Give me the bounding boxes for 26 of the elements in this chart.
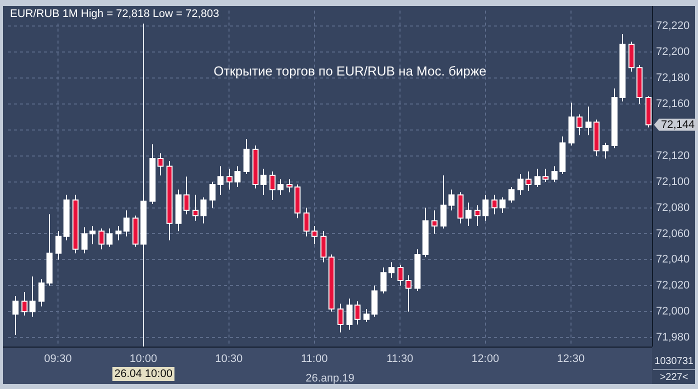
y-tick-label: 72,160 bbox=[656, 98, 690, 110]
y-tick-label: 72,020 bbox=[656, 280, 690, 292]
y-tick-label: 72,000 bbox=[656, 306, 690, 318]
x-tick-label: 11:30 bbox=[386, 353, 414, 366]
y-tick-label: 72,200 bbox=[656, 46, 690, 58]
x-axis-title: 26.апр.19 bbox=[306, 372, 354, 384]
y-tick-label: 72,080 bbox=[656, 202, 690, 214]
x-tick-label: 10:30 bbox=[215, 353, 243, 366]
x-tick-label: 10:00 bbox=[130, 353, 158, 366]
y-tick-label: 72,120 bbox=[656, 150, 690, 162]
x-tick-label: 11:00 bbox=[301, 353, 328, 366]
x-tick-label: 12:00 bbox=[472, 353, 500, 366]
ref-line-label: 26.04 10:00 bbox=[114, 368, 172, 380]
y-tick-label: 72,220 bbox=[656, 20, 690, 32]
text: 72,144 bbox=[661, 118, 695, 131]
y-tick-label: 72,100 bbox=[656, 176, 690, 188]
chart-title: EUR/RUB 1M High = 72,818 Low = 72,803 bbox=[10, 8, 220, 20]
annotation: Открытие торгов по EUR/RUB на Мос. бирже bbox=[214, 64, 486, 79]
text: >227< bbox=[660, 372, 688, 383]
y-tick-label: 72,040 bbox=[656, 254, 690, 266]
y-tick-label: 72,060 bbox=[656, 228, 690, 240]
x-tick-label: 12:30 bbox=[557, 353, 585, 366]
y-tick-label: 71,980 bbox=[656, 332, 690, 344]
text: 1030731 bbox=[654, 356, 694, 367]
y-tick-label: 72,180 bbox=[656, 72, 690, 84]
x-tick-label: 09:30 bbox=[44, 353, 72, 366]
